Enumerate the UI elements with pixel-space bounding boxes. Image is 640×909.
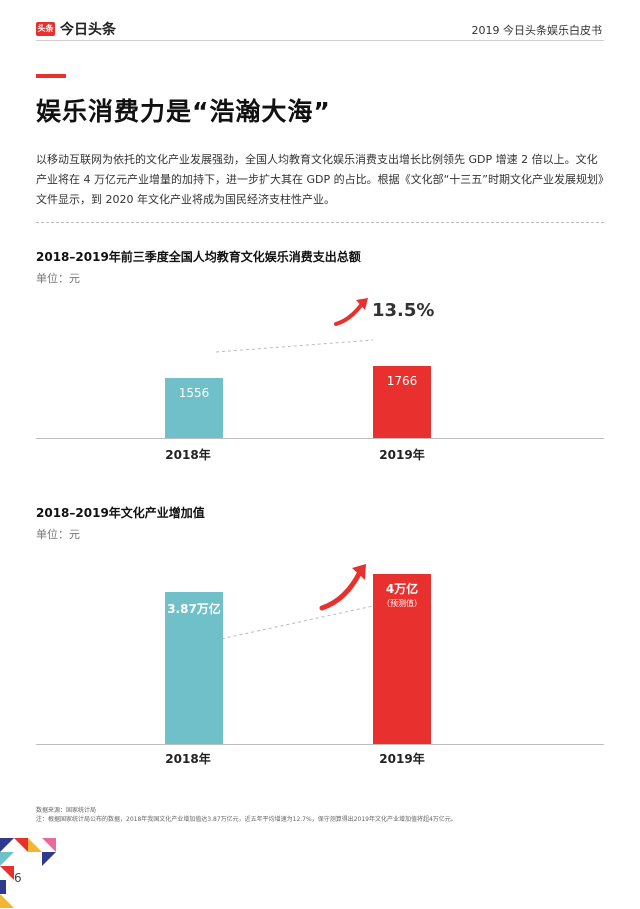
chart1-growth-label: 13.5% — [372, 300, 435, 321]
corner-pattern-graphic — [0, 838, 56, 908]
chart2: 3.87万亿 4万亿 （预测值） 2018年 2019年 — [36, 550, 604, 770]
chart2-bar-2018: 3.87万亿 — [165, 592, 223, 744]
footer-note: 注：根据国家统计局公布的数据，2018年我国文化产业增加值达3.87万亿元，近五… — [36, 816, 457, 823]
page-number: 6 — [14, 871, 22, 885]
body-paragraph: 以移动互联网为依托的文化产业发展强劲，全国人均教育文化娱乐消费支出增长比例领先 … — [36, 153, 604, 206]
chart2-bar-sublabel-2019: （预测值） — [382, 599, 422, 608]
footer-source: 数据来源：国家统计局 — [36, 807, 97, 814]
chart1-baseline — [36, 438, 604, 439]
chart1-bar-value-2019: 1766 — [386, 374, 418, 389]
chart1: 1556 1766 2018年 2019年 13.5% — [36, 290, 604, 470]
header-doc-title: 2019 今日头条娱乐白皮书 — [471, 24, 603, 37]
logo-text: 今日头条 — [60, 22, 116, 38]
title-accent-bar — [36, 74, 66, 78]
chart2-xlabel-2018: 2018年 — [165, 752, 211, 766]
chart1-bar-value-2018: 1556 — [178, 386, 210, 401]
chart2-bar-2019: 4万亿 （预测值） — [373, 574, 431, 744]
chart1-xlabel-2018: 2018年 — [165, 448, 211, 462]
chart1-connector — [215, 339, 374, 353]
chart2-bar-value-2019: 4万亿 — [385, 582, 419, 596]
chart2-baseline — [36, 744, 604, 745]
chart1-bar-2019: 1766 — [373, 366, 431, 438]
section-divider — [36, 222, 604, 223]
chart1-xlabel-2019: 2019年 — [379, 448, 425, 462]
page-title: 娱乐消费力是“浩瀚大海” — [36, 97, 331, 126]
growth-arrow-icon — [319, 564, 366, 611]
growth-arrow-icon — [334, 298, 368, 326]
header-divider — [36, 40, 604, 41]
chart2-connector — [215, 605, 374, 641]
chart1-title: 2018–2019年前三季度全国人均教育文化娱乐消费支出总额 — [36, 250, 361, 264]
chart2-xlabel-2019: 2019年 — [379, 752, 425, 766]
chart2-title: 2018–2019年文化产业增加值 — [36, 506, 205, 520]
chart1-unit: 单位：元 — [36, 272, 80, 285]
chart2-unit: 单位：元 — [36, 528, 80, 541]
chart1-bar-2018: 1556 — [165, 378, 223, 438]
chart2-bar-value-2018: 3.87万亿 — [167, 602, 221, 617]
logo-mark: 头条 — [36, 22, 55, 36]
